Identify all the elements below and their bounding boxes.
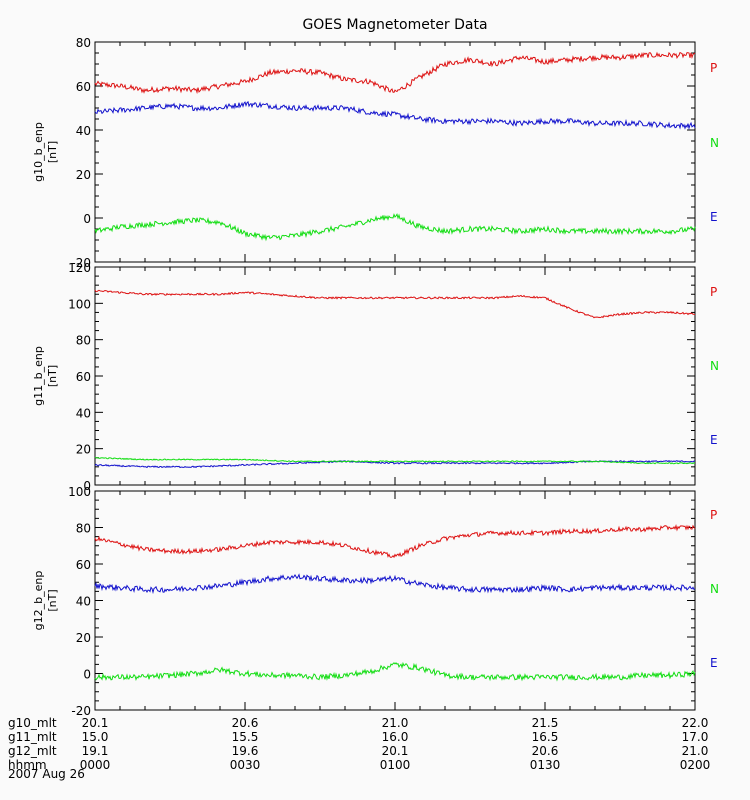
y-tick-label: -20 [71, 256, 91, 270]
x-axis-value: 16.5 [532, 730, 559, 744]
y-axis-label: g10_b_enp [32, 122, 45, 182]
legend-label-P: P [710, 508, 717, 522]
y-tick-label: 100 [68, 297, 91, 311]
x-axis-value: 15.5 [232, 730, 259, 744]
x-axis-value: 20.1 [82, 716, 109, 730]
y-axis-unit: [nT] [46, 141, 59, 163]
x-axis-value: 0000 [80, 758, 111, 772]
x-axis-value: 19.6 [232, 744, 259, 758]
y-tick-label: 80 [76, 522, 91, 536]
series-line-P [94, 289, 696, 319]
y-tick-label: 0 [83, 479, 91, 493]
legend-label-N: N [710, 359, 719, 373]
date-label: 2007 Aug 26 [8, 767, 85, 781]
legend-label-E: E [710, 433, 718, 447]
series-line-N [94, 573, 696, 595]
y-axis-unit: [nT] [46, 589, 59, 611]
legend-label-N: N [710, 136, 719, 150]
x-axis-value: 15.0 [82, 730, 109, 744]
y-tick-label: 20 [76, 443, 91, 457]
y-tick-label: 40 [76, 595, 91, 609]
y-tick-label: 80 [76, 334, 91, 348]
y-tick-label: 100 [68, 485, 91, 499]
x-axis-row-label: g10_mlt [8, 716, 57, 730]
x-axis-value: 21.0 [682, 744, 709, 758]
y-tick-label: 20 [76, 168, 91, 182]
x-axis-value: 0200 [680, 758, 711, 772]
x-axis-value: 0100 [380, 758, 411, 772]
panel-2: 0 20 40 60 80 100 120 g11_b_enp [nT] P N E [32, 261, 719, 493]
x-axis-row-label: g12_mlt [8, 744, 57, 758]
legend-label-E: E [710, 656, 718, 670]
y-tick-label: 60 [76, 370, 91, 384]
legend-label-E: E [710, 210, 718, 224]
y-tick-label: 40 [76, 406, 91, 420]
y-tick-label: 60 [76, 80, 91, 94]
chart-title: GOES Magnetometer Data [302, 17, 487, 33]
x-axis-value: 16.0 [382, 730, 409, 744]
x-axis-value: 21.5 [532, 716, 559, 730]
series-line-P [94, 51, 696, 95]
x-axis-value: 0030 [230, 758, 261, 772]
y-tick-label: 0 [83, 668, 91, 682]
y-axis-label: g11_b_enp [32, 346, 45, 406]
legend-label-P: P [710, 285, 717, 299]
x-axis-value: 20.1 [382, 744, 409, 758]
x-axis-value: 22.0 [682, 716, 709, 730]
x-axis-labels: g10_mlt 20.1 20.6 21.0 21.5 22.0 g11_mlt 15.0 15… [8, 716, 710, 772]
series-line-E [94, 456, 696, 465]
panel-3: -20 0 20 40 60 80 100 g12_b_enp [nT] P N E [32, 485, 719, 718]
y-tick-label: 0 [83, 212, 91, 226]
panel-1: -20 0 20 40 60 80 g10_b_enp [nT] P N E [32, 36, 719, 270]
y-axis-label: g12_b_enp [32, 571, 45, 631]
series-line-P [94, 524, 696, 559]
y-tick-label: 40 [76, 124, 91, 138]
legend-label-N: N [710, 582, 719, 596]
y-tick-label: 120 [68, 261, 91, 275]
x-axis-row-label: hhmm [8, 758, 47, 772]
series-line-N [94, 100, 696, 131]
x-axis-value: 20.6 [532, 744, 559, 758]
y-tick-label: 60 [76, 558, 91, 572]
x-axis-value: 0130 [530, 758, 561, 772]
y-tick-label: -20 [71, 704, 91, 718]
y-tick-label: 20 [76, 631, 91, 645]
x-axis-value: 19.1 [82, 744, 109, 758]
x-axis-row-label: g11_mlt [8, 730, 57, 744]
x-axis-value: 17.0 [682, 730, 709, 744]
y-tick-label: 80 [76, 36, 91, 50]
x-axis-value: 21.0 [382, 716, 409, 730]
x-axis-value: 20.6 [232, 716, 259, 730]
series-line-E [94, 661, 696, 682]
series-line-E [94, 213, 696, 242]
legend-label-P: P [710, 61, 717, 75]
y-axis-unit: [nT] [46, 365, 59, 387]
